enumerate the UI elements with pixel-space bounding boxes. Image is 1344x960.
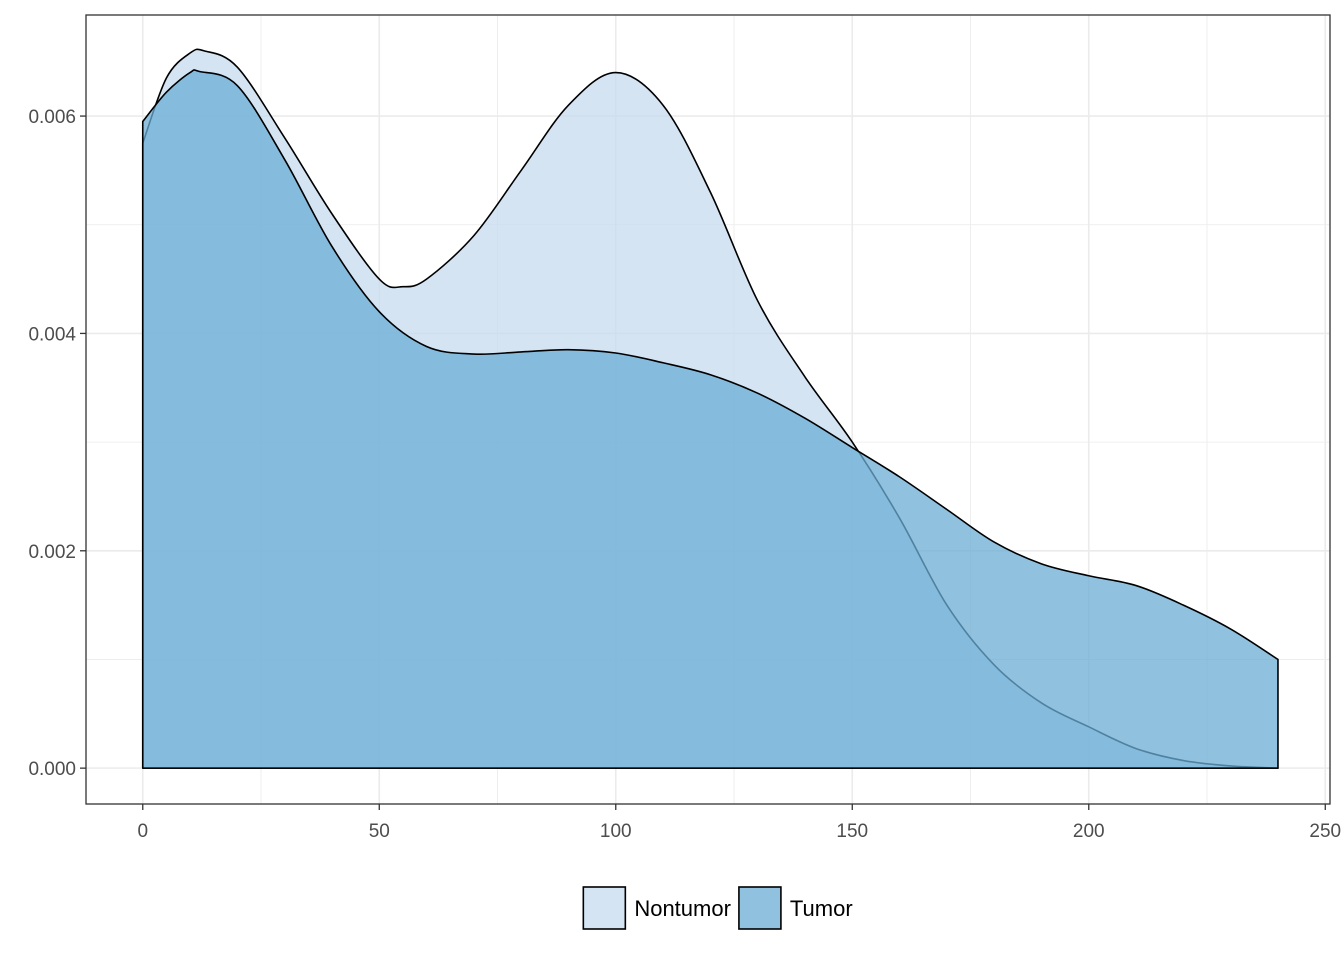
y-tick-label: 0.000 (28, 759, 76, 780)
x-tick-label: 150 (836, 821, 868, 842)
y-tick-label: 0.004 (28, 324, 76, 345)
x-axis: 0 50 100 150 200 250 (137, 804, 1341, 842)
y-tick-label: 0.002 (28, 542, 76, 563)
density-area-tumor (141, 69, 1279, 769)
y-tick-label: 0.006 (28, 107, 76, 128)
x-tick-label: 0 (137, 821, 148, 842)
panel-border (85, 14, 1331, 805)
legend-label-tumor: Tumor (790, 896, 853, 921)
legend: Nontumor Tumor (582, 886, 853, 930)
legend-key-tumor (738, 886, 782, 930)
y-axis: 0.000 0.002 0.004 0.006 (28, 107, 86, 780)
x-tick-label: 100 (600, 821, 632, 842)
x-tick-label: 250 (1309, 821, 1341, 842)
legend-label-nontumor: Nontumor (634, 896, 731, 921)
x-tick-label: 50 (369, 821, 390, 842)
legend-key-nontumor (582, 886, 627, 930)
density-areas (141, 48, 1279, 769)
x-tick-label: 200 (1073, 821, 1105, 842)
